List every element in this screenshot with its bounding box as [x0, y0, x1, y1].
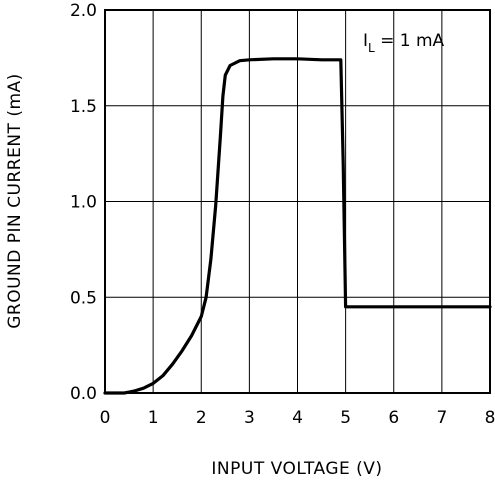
annotation-main: I — [363, 31, 368, 51]
y-tick-label: 0.0 — [70, 384, 97, 404]
x-tick-label: 6 — [388, 408, 399, 428]
x-tick-label: 4 — [292, 408, 303, 428]
grid-lines — [105, 10, 490, 393]
y-tick-label: 2.0 — [70, 1, 97, 21]
x-tick-label: 3 — [244, 408, 255, 428]
x-tick-label: 7 — [436, 408, 447, 428]
x-tick-label: 1 — [148, 408, 159, 428]
y-tick-label: 1.0 — [70, 193, 97, 213]
plot-frame — [104, 9, 491, 394]
annotation-subscript: L — [368, 41, 375, 55]
x-tick-label: 8 — [485, 408, 495, 428]
y-tick-label: 0.5 — [70, 288, 97, 308]
annotation-rest: = 1 mA — [375, 31, 445, 51]
x-tick-label: 0 — [100, 408, 111, 428]
x-tick-labels: 0 1 2 3 4 5 6 7 8 — [100, 408, 495, 428]
x-tick-label: 2 — [196, 408, 207, 428]
x-axis-label: INPUT VOLTAGE (V) — [211, 459, 382, 479]
y-tick-labels: 0.0 0.5 1.0 1.5 2.0 — [70, 1, 97, 404]
load-current-annotation: IL = 1 mA — [363, 31, 445, 55]
x-tick-label: 5 — [340, 408, 351, 428]
current-curve — [103, 57, 492, 395]
y-tick-label: 1.5 — [70, 97, 97, 117]
y-axis-label: GROUND PIN CURRENT (mA) — [5, 73, 25, 329]
